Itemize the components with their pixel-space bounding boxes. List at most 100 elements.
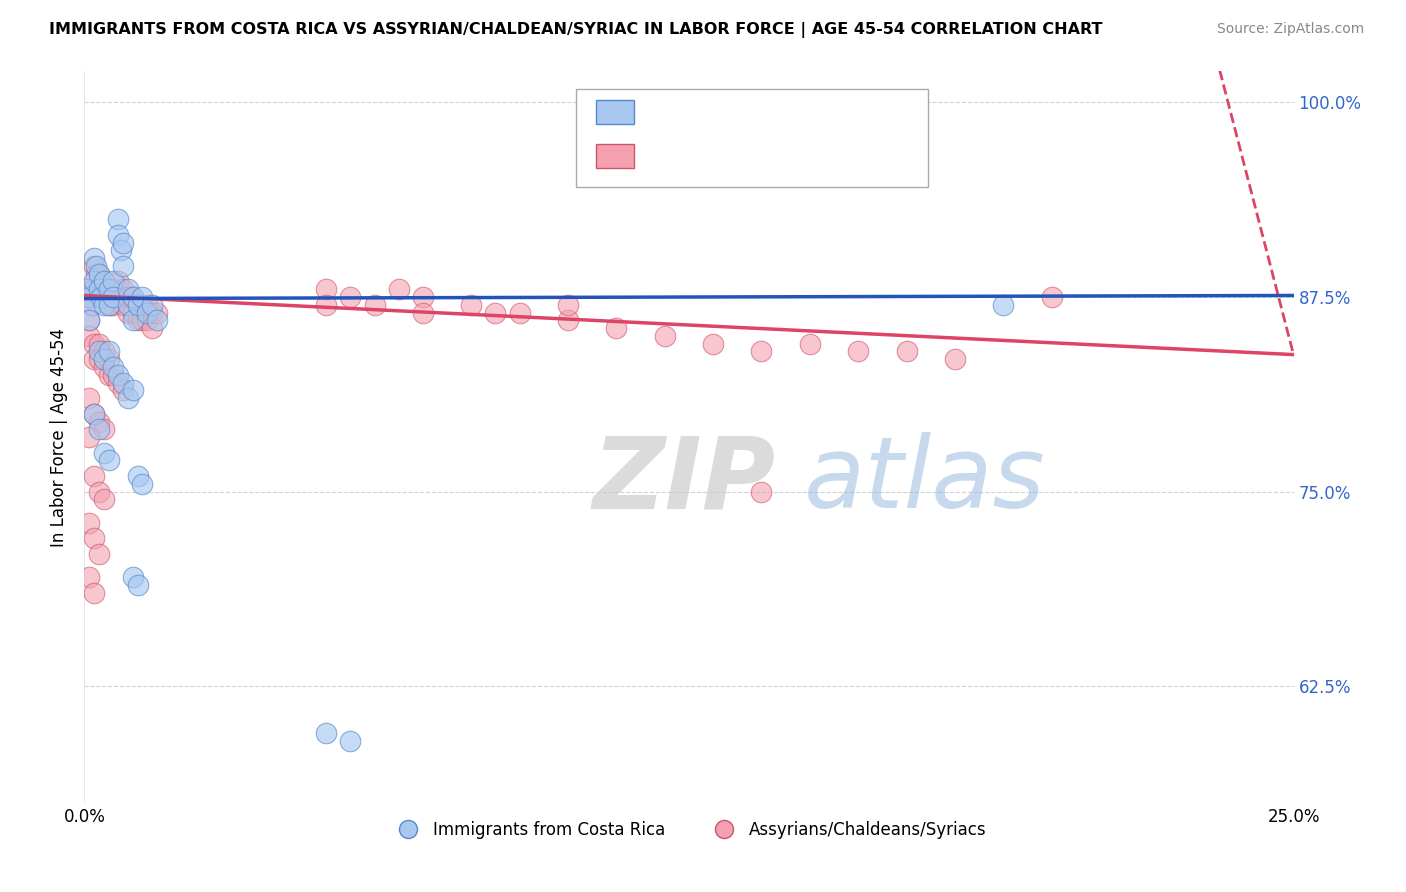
Point	[412, 305, 434, 319]
Point	[83, 407, 105, 421]
Point	[103, 290, 125, 304]
Point	[83, 275, 105, 289]
Point	[131, 313, 153, 327]
Point	[339, 733, 361, 747]
Point	[484, 305, 506, 319]
Point	[77, 290, 100, 304]
Point	[76, 282, 98, 296]
Point	[87, 336, 110, 351]
Point	[121, 305, 143, 319]
Text: R = -0.018   N = 50: R = -0.018 N = 50	[643, 103, 820, 120]
Point	[93, 344, 115, 359]
Point	[107, 368, 129, 382]
Point	[315, 298, 337, 312]
Point	[127, 469, 149, 483]
Point	[87, 415, 110, 429]
Point	[87, 484, 110, 499]
Point	[103, 282, 125, 296]
Point	[107, 212, 129, 227]
Point	[83, 407, 105, 421]
Point	[93, 422, 115, 436]
Point	[77, 570, 100, 584]
Point	[107, 290, 129, 304]
Point	[83, 469, 105, 483]
Point	[460, 298, 482, 312]
Point	[943, 352, 966, 367]
Point	[77, 391, 100, 405]
Point	[846, 344, 869, 359]
Point	[97, 298, 120, 312]
Y-axis label: In Labor Force | Age 45-54: In Labor Force | Age 45-54	[51, 327, 69, 547]
Point	[127, 298, 149, 312]
Point	[80, 298, 103, 312]
Point	[702, 336, 724, 351]
Point	[117, 282, 139, 296]
Text: R = -0.147   N = 79: R = -0.147 N = 79	[643, 146, 820, 164]
Text: Source: ZipAtlas.com: Source: ZipAtlas.com	[1216, 22, 1364, 37]
Text: IMMIGRANTS FROM COSTA RICA VS ASSYRIAN/CHALDEAN/SYRIAC IN LABOR FORCE | AGE 45-5: IMMIGRANTS FROM COSTA RICA VS ASSYRIAN/C…	[49, 22, 1102, 38]
Point	[605, 321, 627, 335]
Point	[97, 298, 120, 312]
Point	[127, 313, 149, 327]
Point	[77, 430, 100, 444]
Point	[388, 282, 411, 296]
Point	[97, 368, 120, 382]
Point	[87, 547, 110, 561]
Point	[87, 290, 110, 304]
Point	[83, 531, 105, 545]
Point	[77, 290, 100, 304]
Point	[77, 313, 100, 327]
Point	[1040, 290, 1063, 304]
Point	[146, 305, 169, 319]
Point	[83, 336, 105, 351]
Point	[146, 313, 169, 327]
Point	[93, 359, 115, 374]
Point	[103, 298, 125, 312]
Point	[97, 344, 120, 359]
Point	[121, 313, 143, 327]
Point	[76, 282, 98, 296]
Point	[121, 384, 143, 398]
Point	[90, 290, 112, 304]
Point	[117, 298, 139, 312]
Point	[77, 329, 100, 343]
Point	[77, 516, 100, 530]
Point	[127, 298, 149, 312]
Point	[93, 290, 115, 304]
Point	[315, 282, 337, 296]
Point	[83, 251, 105, 265]
Point	[121, 290, 143, 304]
Point	[87, 422, 110, 436]
Point	[654, 158, 676, 172]
Point	[107, 376, 129, 390]
Point	[117, 391, 139, 405]
Point	[136, 298, 159, 312]
Point	[97, 453, 120, 467]
Point	[799, 336, 821, 351]
Point	[315, 725, 337, 739]
Point	[93, 275, 115, 289]
Point	[117, 290, 139, 304]
Point	[110, 244, 132, 258]
Point	[896, 344, 918, 359]
Point	[363, 298, 385, 312]
Point	[112, 384, 135, 398]
Point	[87, 282, 110, 296]
Point	[112, 298, 135, 312]
Point	[751, 344, 773, 359]
Point	[103, 275, 125, 289]
Point	[136, 305, 159, 319]
Point	[112, 376, 135, 390]
Text: ZIP: ZIP	[592, 433, 775, 530]
Point	[83, 259, 105, 273]
Point	[557, 313, 579, 327]
Point	[112, 235, 135, 250]
Point	[557, 298, 579, 312]
Point	[654, 329, 676, 343]
Point	[112, 259, 135, 273]
Point	[131, 476, 153, 491]
Point	[141, 298, 163, 312]
Point	[87, 352, 110, 367]
Point	[77, 313, 100, 327]
Point	[131, 290, 153, 304]
